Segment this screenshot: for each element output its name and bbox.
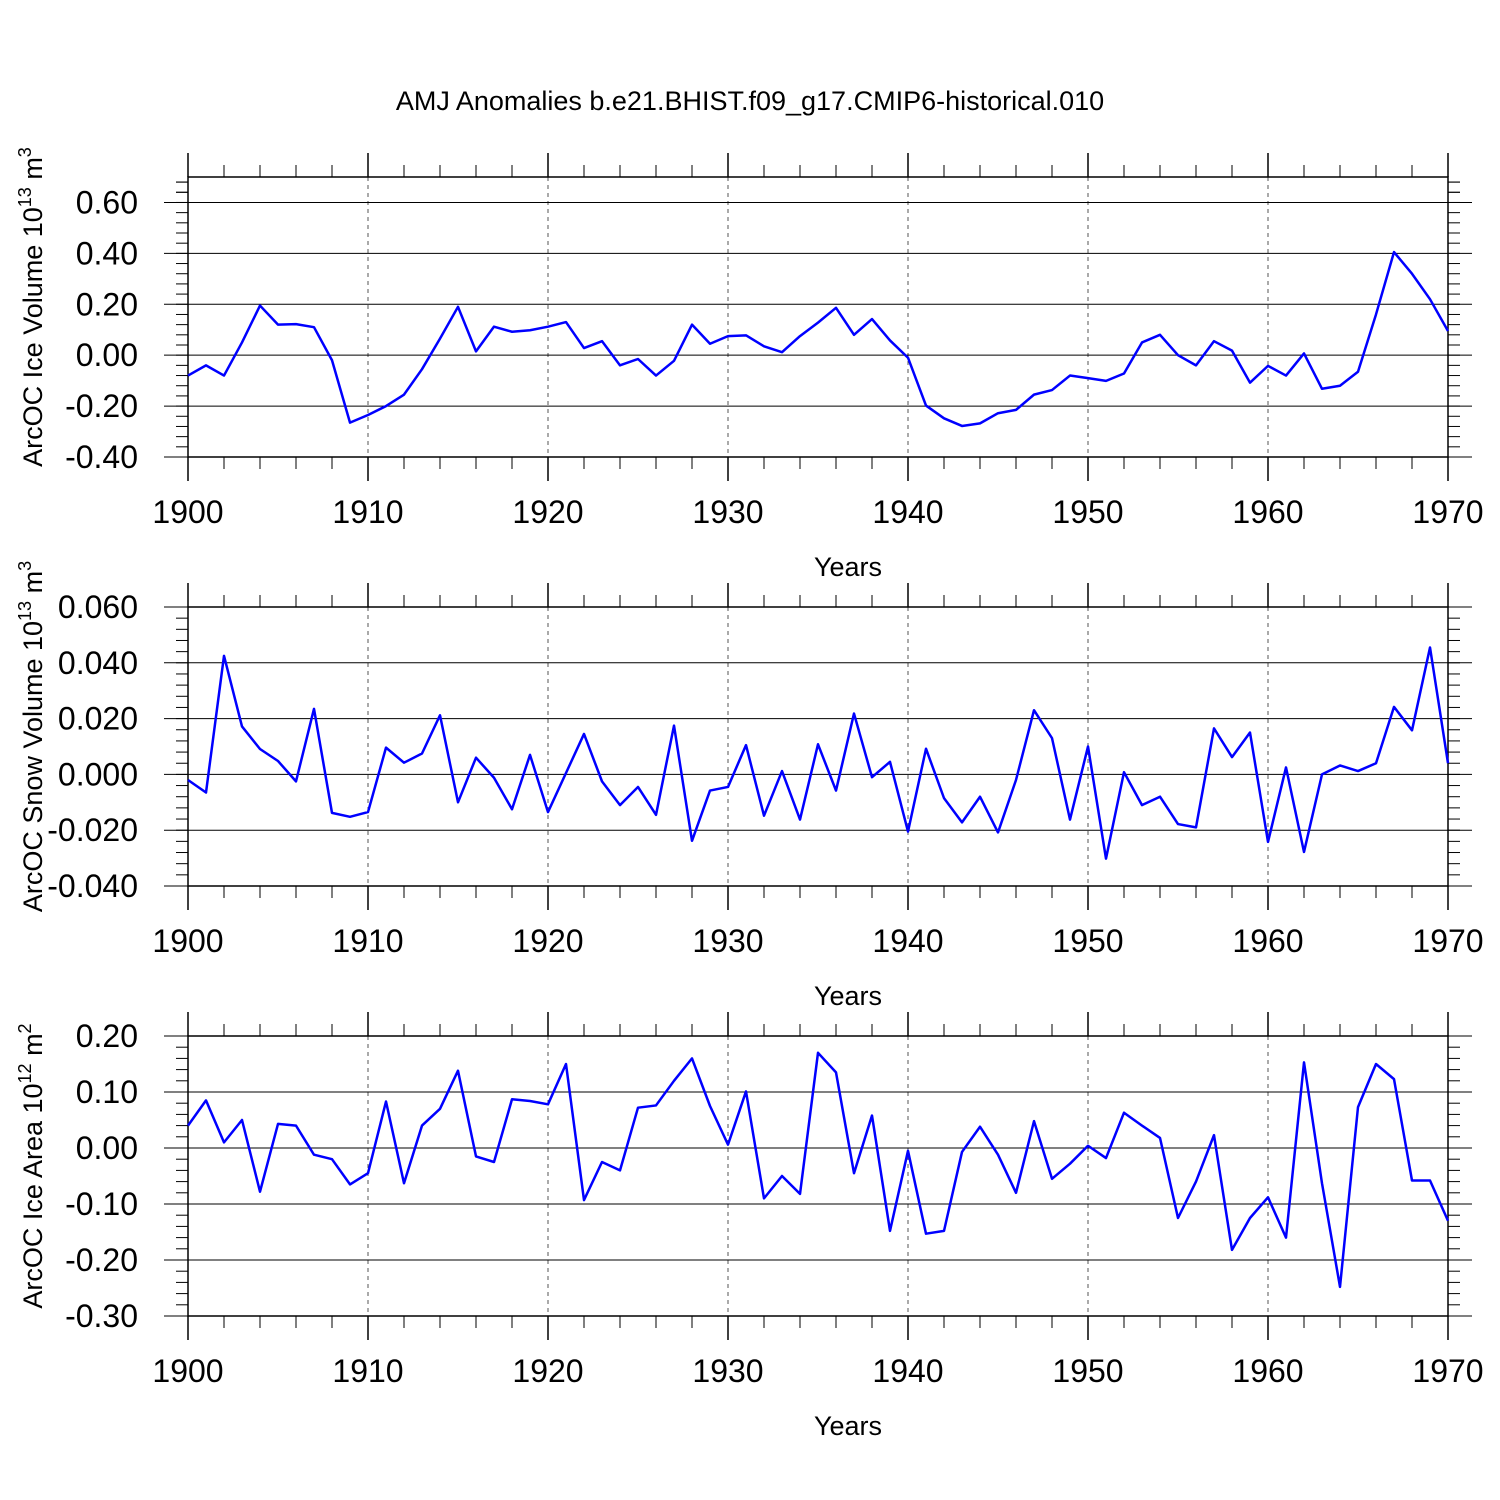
y-tick-label: -0.40	[65, 439, 138, 475]
y-tick-label: 0.60	[76, 184, 138, 220]
x-tick-label: 1920	[512, 923, 583, 959]
x-axis-label: Years	[814, 552, 882, 582]
y-tick-label: -0.30	[65, 1298, 138, 1334]
x-tick-label: 1920	[512, 494, 583, 530]
y-tick-label: 0.040	[58, 645, 138, 681]
y-tick-label: 0.000	[58, 756, 138, 792]
x-tick-label: 1970	[1412, 923, 1483, 959]
plot-frame	[187, 606, 1449, 887]
snow-volume-panel: -0.040 -0.020 0.000 0.020 0.040 0.060 1900 1910…	[15, 561, 1484, 1011]
y-tick-label: -0.10	[65, 1186, 138, 1222]
y-tick-label: 0.00	[76, 337, 138, 373]
x-tick-label: 1900	[152, 1353, 223, 1389]
x-tick-label: 1930	[692, 1353, 763, 1389]
ice-volume-series-line	[187, 250, 1450, 428]
y-axis-label: ArcOC Ice Area 1012 m2	[15, 1023, 48, 1308]
x-tick-label: 1920	[512, 1353, 583, 1389]
y-tick-label: -0.040	[47, 868, 138, 904]
x-tick-label: 1960	[1232, 494, 1303, 530]
x-tick-label: 1910	[332, 1353, 403, 1389]
x-tick-label: 1900	[152, 923, 223, 959]
ice-area-series-line	[186, 1051, 1450, 1289]
y-tick-label: 0.40	[76, 235, 138, 271]
snow-volume-series-line	[187, 646, 1450, 860]
y-tick-label: -0.020	[47, 812, 138, 848]
y-tick-label: 0.10	[76, 1074, 138, 1110]
y-axis-label: ArcOC Snow Volume 1013 m3	[15, 561, 48, 912]
x-tick-label: 1940	[872, 494, 943, 530]
plot-frame	[187, 1035, 1449, 1317]
x-tick-label: 1910	[332, 494, 403, 530]
y-tick-label: 0.020	[58, 701, 138, 737]
x-tick-label: 1950	[1052, 494, 1123, 530]
x-axis-label: Years	[814, 981, 882, 1011]
y-tick-label: 0.20	[76, 1018, 138, 1054]
x-tick-label: 1930	[692, 494, 763, 530]
x-tick-label: 1930	[692, 923, 763, 959]
y-axis-label: ArcOC Ice Volume 1013 m3	[15, 147, 48, 467]
x-tick-label: 1910	[332, 923, 403, 959]
y-tick-label: -0.20	[65, 388, 138, 424]
plot-frame	[187, 176, 1449, 458]
x-tick-label: 1960	[1232, 1353, 1303, 1389]
x-tick-label: 1960	[1232, 923, 1303, 959]
x-axis-label: Years	[814, 1411, 882, 1441]
x-tick-label: 1900	[152, 494, 223, 530]
x-tick-label: 1940	[872, 923, 943, 959]
x-tick-label: 1970	[1412, 494, 1483, 530]
x-tick-label: 1950	[1052, 923, 1123, 959]
ice-volume-panel: -0.40 -0.20 0.00 0.20 0.40 0.60 1900 1910 1920 19…	[15, 147, 1484, 582]
x-tick-label: 1970	[1412, 1353, 1483, 1389]
ice-area-panel: -0.30 -0.20 -0.10 0.00 0.10 0.20 1900 1910 1920 1…	[15, 1012, 1484, 1441]
y-tick-label: 0.060	[58, 589, 138, 625]
figure-title: AMJ Anomalies b.e21.BHIST.f09_g17.CMIP6-…	[396, 86, 1104, 116]
y-tick-label: -0.20	[65, 1242, 138, 1278]
y-tick-label: 0.20	[76, 286, 138, 322]
x-tick-label: 1940	[872, 1353, 943, 1389]
x-tick-label: 1950	[1052, 1353, 1123, 1389]
y-tick-label: 0.00	[76, 1130, 138, 1166]
